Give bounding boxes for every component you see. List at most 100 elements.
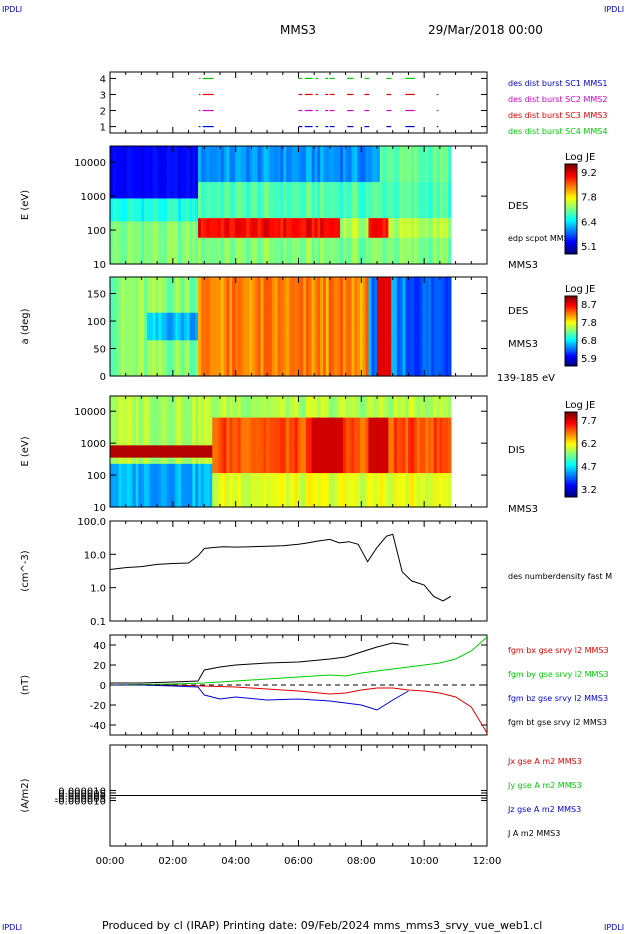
des_energy-cell	[416, 149, 421, 154]
des_energy-cell	[186, 205, 191, 209]
des_energy-cell	[331, 149, 336, 154]
des_energy-cell	[365, 231, 370, 236]
des_energy-cell	[158, 159, 162, 163]
des_energy-cell	[237, 254, 242, 259]
des_energy-cell	[354, 146, 358, 150]
des_energy-cell	[445, 254, 449, 259]
des_energy-cell	[351, 205, 355, 209]
des_energy-cell	[311, 244, 316, 249]
des_energy-cell	[308, 257, 313, 262]
des_energy-cell	[337, 191, 341, 196]
des_pitch-cell	[135, 365, 140, 369]
des_energy-cell	[382, 152, 387, 157]
des_energy-cell	[246, 175, 250, 180]
des_energy-cell	[411, 178, 415, 183]
des_energy-cell	[124, 191, 128, 196]
des_energy-cell	[288, 218, 293, 222]
des_energy-cell	[391, 227, 395, 232]
des_pitch-cell	[121, 370, 125, 374]
des_energy-cell	[254, 205, 259, 209]
des_energy-cell	[200, 165, 205, 170]
des_pitch-cell	[135, 340, 140, 344]
des_energy-cell	[161, 175, 165, 180]
des_energy-cell	[357, 188, 361, 193]
des_energy-cell	[263, 155, 267, 160]
des_energy-cell	[433, 241, 438, 245]
des_energy-cell	[129, 224, 134, 229]
des_energy-cell	[215, 155, 219, 160]
des_energy-cell	[354, 185, 358, 190]
des_energy-cell	[311, 149, 316, 154]
des_energy-cell	[297, 208, 301, 213]
des_energy-cell	[377, 155, 381, 160]
des_energy-cell	[303, 191, 307, 196]
des_energy-cell	[144, 149, 148, 154]
des_pitch-cell	[127, 345, 131, 350]
des_energy-cell	[220, 175, 225, 180]
des_energy-cell	[303, 172, 307, 177]
des_energy-cell	[357, 247, 361, 252]
des_energy-cell	[186, 224, 191, 229]
des_energy-cell	[263, 218, 267, 222]
des_energy-cell	[345, 241, 350, 245]
des_energy-cell	[448, 254, 452, 259]
des_energy-cell	[348, 198, 353, 203]
des_energy-cell	[263, 162, 267, 167]
des_energy-cell	[135, 149, 140, 154]
des_pitch-cell	[121, 301, 125, 306]
des_energy-cell	[351, 182, 355, 186]
des_energy-cell	[416, 214, 421, 219]
des_energy-cell	[257, 254, 262, 259]
des_energy-cell	[135, 191, 140, 196]
des_energy-cell	[308, 182, 313, 186]
des_energy-cell	[394, 218, 398, 222]
des_energy-cell	[200, 182, 205, 186]
des_energy-cell	[297, 241, 301, 245]
des_energy-cell	[110, 162, 114, 167]
des_energy-cell	[127, 165, 131, 170]
des_energy-cell	[149, 208, 154, 213]
des_energy-cell	[183, 188, 188, 193]
des_energy-cell	[155, 241, 159, 245]
des_energy-cell	[408, 227, 412, 232]
des_energy-cell	[379, 172, 384, 177]
des_energy-cell	[379, 162, 384, 167]
des_energy-cell	[215, 172, 219, 177]
des_energy-cell	[320, 198, 324, 203]
des_energy-cell	[217, 191, 222, 196]
des_energy-cell	[274, 254, 279, 259]
des_pitch-cell	[129, 323, 134, 328]
des_energy-cell	[337, 175, 341, 180]
des_energy-cell	[428, 201, 432, 206]
des_energy-cell	[232, 224, 236, 229]
des_energy-cell	[124, 195, 128, 200]
des_energy-cell	[149, 231, 154, 236]
des_energy-cell	[368, 257, 372, 262]
des_energy-cell	[149, 175, 154, 180]
des_energy-cell	[394, 254, 398, 259]
des_pitch-cell	[141, 351, 145, 355]
des_pitch-cell	[132, 307, 137, 311]
des_energy-cell	[217, 208, 222, 213]
des_energy-cell	[411, 254, 415, 259]
des_energy-cell	[189, 178, 193, 183]
des_energy-cell	[263, 205, 267, 209]
des_energy-cell	[183, 211, 188, 216]
des_energy-cell	[115, 188, 120, 193]
des_pitch-cell	[135, 307, 140, 311]
des_energy-cell	[365, 195, 370, 200]
des_energy-cell	[311, 218, 316, 222]
des_energy-cell	[288, 165, 293, 170]
des-energy-colorbar-cell	[565, 238, 577, 241]
des_energy-cell	[200, 254, 205, 259]
des_energy-cell	[135, 185, 140, 190]
des_energy-cell	[229, 211, 233, 216]
des_energy-cell	[266, 241, 270, 245]
des_pitch-cell	[121, 340, 125, 344]
des_energy-cell	[391, 162, 395, 167]
des_energy-cell	[234, 208, 239, 213]
des_pitch-cell	[115, 354, 120, 358]
des_energy-cell	[320, 241, 324, 245]
des_energy-cell	[189, 241, 193, 245]
des_energy-cell	[118, 168, 122, 173]
